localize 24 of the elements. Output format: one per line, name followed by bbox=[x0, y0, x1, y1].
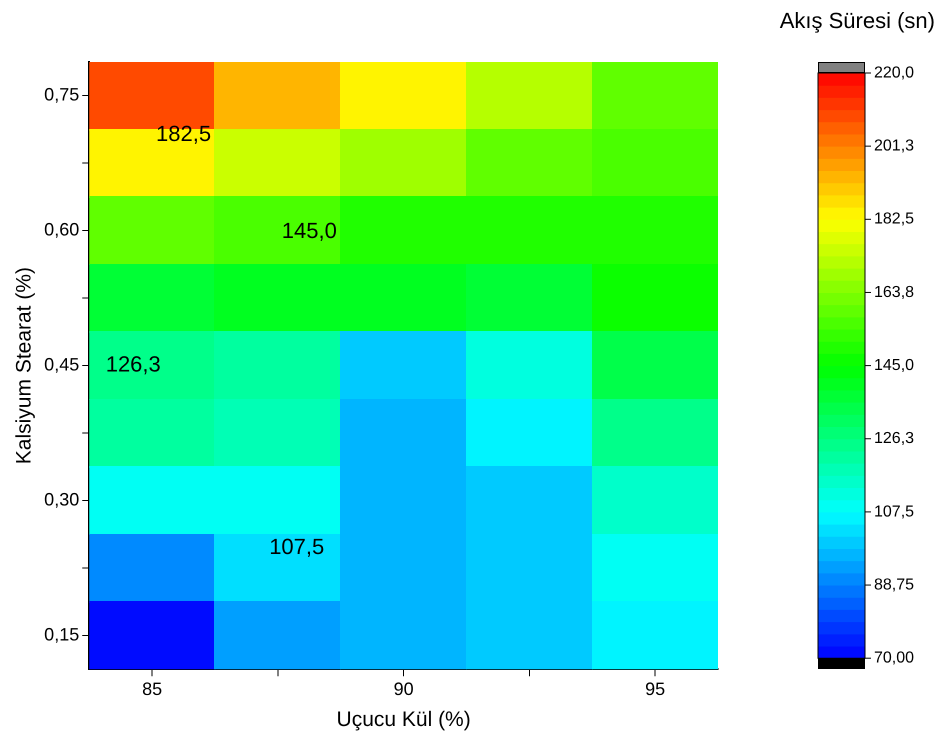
color-bar-label: 126,3 bbox=[874, 430, 914, 448]
color-bar-label: 107,5 bbox=[874, 503, 914, 520]
color-bar-label: 182,5 bbox=[874, 210, 914, 228]
annotation: 182,5 bbox=[156, 120, 212, 146]
y-tick-label: 0,75 bbox=[44, 84, 80, 105]
y-tick-label: 0,15 bbox=[44, 624, 80, 644]
color-bar-label: 145,0 bbox=[874, 357, 914, 374]
annotation: 107,5 bbox=[269, 534, 324, 559]
annotation: 126,3 bbox=[106, 352, 161, 377]
x-tick-label: 90 bbox=[394, 678, 414, 699]
color-bar-label: 163,8 bbox=[874, 284, 914, 301]
color-bar-label: 201,3 bbox=[874, 138, 914, 155]
x-tick-label: 85 bbox=[142, 678, 162, 699]
color-bar-label: 88,75 bbox=[874, 576, 914, 594]
x-axis-title: Uçucu Kül (%) bbox=[336, 708, 471, 732]
color-bar-label: 70,00 bbox=[874, 650, 914, 667]
color-bar-title: Akış Süresi (sn) bbox=[780, 8, 935, 34]
y-tick-label: 0,30 bbox=[44, 490, 80, 510]
y-tick-label: 0,45 bbox=[44, 354, 80, 375]
annotation: 145,0 bbox=[282, 218, 337, 244]
color-bar-label: 220,0 bbox=[874, 64, 914, 82]
y-tick-label: 0,60 bbox=[44, 220, 80, 240]
x-tick-label: 95 bbox=[645, 678, 666, 699]
y-axis-title: Kalsiyum Stearat (%) bbox=[12, 266, 36, 464]
